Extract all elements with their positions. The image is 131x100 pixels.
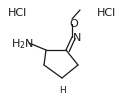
Text: O: O xyxy=(69,19,78,29)
Text: H$_2$N: H$_2$N xyxy=(11,37,34,51)
Text: H: H xyxy=(59,86,65,95)
Text: HCl: HCl xyxy=(97,8,116,18)
Text: HCl: HCl xyxy=(8,8,27,18)
Text: N: N xyxy=(73,33,81,43)
